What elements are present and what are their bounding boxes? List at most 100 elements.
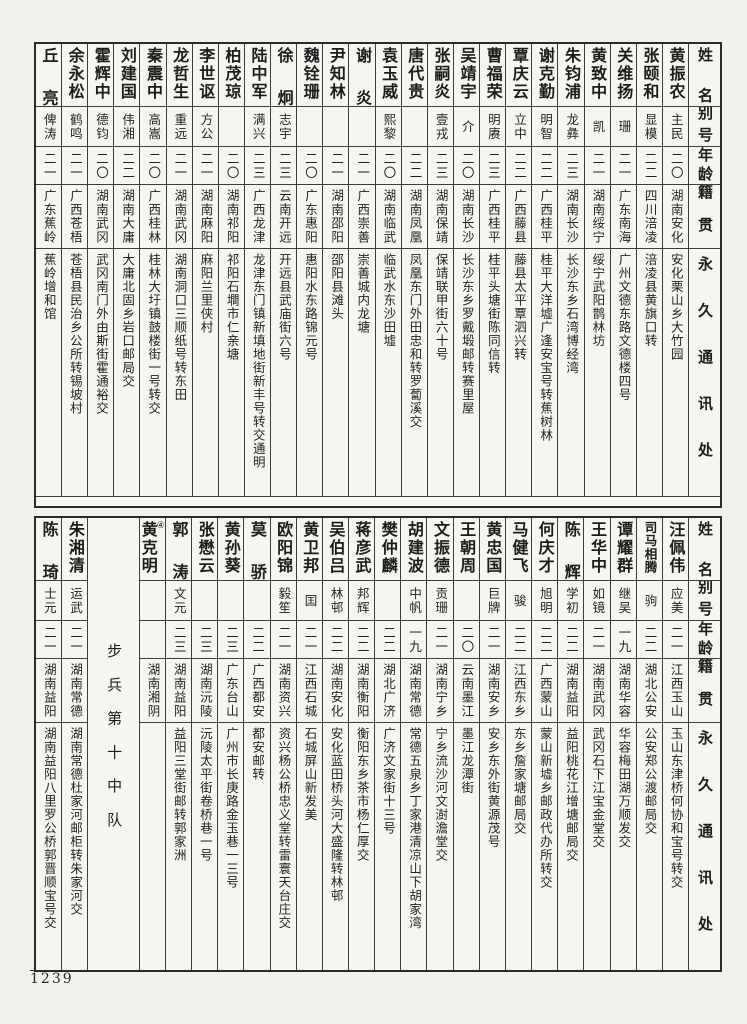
address-cell: 玉山东津桥何协和宝号转交 [662, 722, 688, 970]
header-column: 姓名 别号 年龄 籍贯 永久通讯处 [688, 518, 720, 970]
address-cell-text: 武冈南门外由斯街霍通裕交 [93, 253, 109, 415]
name-cell-text: 汪佩伟 [666, 521, 686, 575]
age-cell-text: 二三 [224, 625, 240, 654]
name-cell-text: 刘建国 [117, 47, 137, 101]
address-cell-text: 惠阳水东路锦元号 [302, 253, 318, 361]
name-cell-text: 郭涛 [169, 521, 189, 580]
age-cell-text: 二一 [41, 625, 57, 654]
column-header-2-text: 年龄 [696, 620, 714, 658]
native-place-cell: 广西桂平 [480, 184, 506, 248]
name-cell: 刘建国 [114, 44, 139, 106]
column-header-0: 姓名 [689, 44, 720, 106]
address-cell: 长沙东乡石湾博经湾 [558, 248, 584, 496]
person-column: 霍辉中 德钧 二〇 湖南武冈 武冈南门外由斯街霍通裕交 [87, 44, 114, 496]
address-cell: 武冈石下江宝金堂交 [584, 722, 610, 970]
alias-cell [375, 580, 401, 620]
age-cell: 二一 [662, 620, 688, 658]
address-cell-text: 广州市长庚路金玉巷一三号 [224, 727, 240, 889]
address-cell: 长沙东乡罗戴塅邮转赛里屋 [453, 248, 479, 496]
address-cell: 蒙山新墟乡邮政代办所转交 [532, 722, 558, 970]
alias-cell-text: 如镜 [590, 586, 606, 615]
native-place-cell: 湖南宁乡 [427, 658, 453, 722]
header-column: 姓名 别号 年龄 籍贯 永久通讯处 [688, 44, 720, 496]
roster-columns: 姓名 别号 年龄 籍贯 永久通讯处 黄振农 主民 二〇 湖南安化 安化栗山乡大竹园 张颐和 显模 二二四… [35, 44, 720, 496]
name-cell-text: 谭耀群 [614, 521, 634, 575]
alias-cell: 骏 [505, 580, 532, 620]
age-cell-text: 二三 [171, 625, 187, 654]
alias-cell: 志宇 [271, 106, 297, 146]
native-place-cell-text: 湖南益阳 [564, 663, 580, 718]
name-cell-text: 王朝周 [457, 521, 477, 575]
age-cell-text: 二二 [538, 151, 554, 180]
name-cell-text: 柏茂琼 [222, 47, 242, 101]
name-cell: 何庆才 [532, 518, 557, 580]
address-cell: 常德五泉乡丁家港清凉山下胡家湾 [401, 722, 427, 970]
column-header-2: 年龄 [689, 146, 720, 184]
alias-cell [139, 580, 165, 620]
name-cell: 欧阳锦 [271, 518, 296, 580]
name-cell: 黄克明 ④ [140, 518, 165, 580]
age-cell-text: 二二 [120, 151, 136, 180]
name-cell: 张颐和 [637, 44, 662, 106]
person-column: 胡建波 中帆 一九 湖南常德 常德五泉乡丁家港清凉山下胡家湾 [400, 518, 427, 970]
address-cell: 麻阳兰里侠村 [192, 248, 218, 496]
native-place-cell-text: 广西桂平 [485, 189, 501, 244]
address-cell: 武冈南门外由斯街霍通裕交 [88, 248, 114, 496]
section-header-column: 步兵第十中队 [87, 518, 138, 970]
alias-cell-text: 志宇 [276, 112, 292, 141]
alias-cell [453, 580, 479, 620]
person-column: 袁玉威 熙黎 二〇 湖南临武 临武水东沙田墟 [374, 44, 401, 496]
native-place-cell-text: 湖南麻阳 [198, 189, 214, 244]
name-cell: 覃庆云 [506, 44, 531, 106]
alias-cell-text: 德钧 [93, 112, 109, 141]
native-place-cell-text: 湖北广济 [380, 663, 396, 718]
address-cell-text: 墨江龙潭街 [459, 727, 475, 795]
person-column: 魏铨珊 二〇 广东惠阳 惠阳水东路锦元号 [296, 44, 323, 496]
address-cell: 安化栗山乡大竹园 [662, 248, 688, 496]
name-cell-text: 陆中军 [248, 47, 268, 101]
address-cell: 宁乡流沙河文澍澹堂交 [427, 722, 453, 970]
column-header-2-text: 年龄 [696, 146, 714, 184]
person-column: 张颐和 显模 二二 四川涪凌 涪凌县黄旗口转 [635, 44, 662, 496]
alias-cell-text: 应美 [668, 586, 684, 615]
roster-table-top: 姓名 别号 年龄 籍贯 永久通讯处 黄振农 主民 二〇 湖南安化 安化栗山乡大竹园 张颐和 显模 二二四… [34, 42, 722, 508]
native-place-cell-text: 湖南宁乡 [433, 663, 449, 718]
native-place-cell: 湖南长沙 [453, 184, 479, 248]
age-cell: 二一 [584, 620, 610, 658]
alias-cell-text: 中帆 [407, 586, 423, 615]
address-cell-text: 龙津东门镇新填地街新丰号转交通明 [250, 253, 266, 469]
alias-cell: 驹 [636, 580, 662, 620]
name-cell: 张懋云 [192, 518, 217, 580]
age-cell: 二〇 [297, 146, 323, 184]
name-cell: 谭耀群 [611, 518, 636, 580]
name-cell: 张嗣炎 [428, 44, 453, 106]
native-place-cell: 四川涪凌 [636, 184, 662, 248]
alias-cell: 凯 [584, 106, 610, 146]
age-cell-text: 二一 [329, 151, 345, 180]
age-cell-text: 二一 [41, 151, 57, 180]
age-cell: 二二 [558, 620, 584, 658]
alias-cell [349, 106, 375, 146]
alias-cell-text: 熙黎 [381, 112, 397, 141]
native-place-cell-text: 湖南保靖 [433, 189, 449, 244]
native-place-cell: 江西玉山 [662, 658, 688, 722]
alias-cell-text: 伟湘 [120, 112, 136, 141]
native-place-cell-text: 湖南临武 [381, 189, 397, 244]
address-cell: 衡阳东乡茶市杨仁厚交 [348, 722, 375, 970]
native-place-cell: 湖南临武 [375, 184, 401, 248]
person-column: 黄卫邦囯二一 江西石城 石城屏山新发美 [295, 518, 322, 970]
age-cell-text: 二二 [642, 151, 658, 180]
native-place-cell-text: 云南墨江 [459, 663, 475, 718]
person-column: 龙哲生 重远 二一 湖南武冈 湖南洞口三顺纸号转东田 [165, 44, 192, 496]
name-cell: 陆中军 [245, 44, 270, 106]
native-place-cell: 云南开远 [271, 184, 297, 248]
alias-cell-text: 学初 [564, 586, 580, 615]
alias-cell [244, 580, 270, 620]
name-cell: 黄孙葵 [218, 518, 243, 580]
native-place-cell-text: 广西蒙山 [537, 663, 553, 718]
age-cell-text: 二一 [68, 625, 84, 654]
native-place-cell-text: 广西崇善 [355, 189, 371, 244]
alias-cell: 贡珊 [427, 580, 453, 620]
column-header-3-text: 籍贯 [696, 658, 714, 722]
name-cell: 魏铨珊 [297, 44, 322, 106]
